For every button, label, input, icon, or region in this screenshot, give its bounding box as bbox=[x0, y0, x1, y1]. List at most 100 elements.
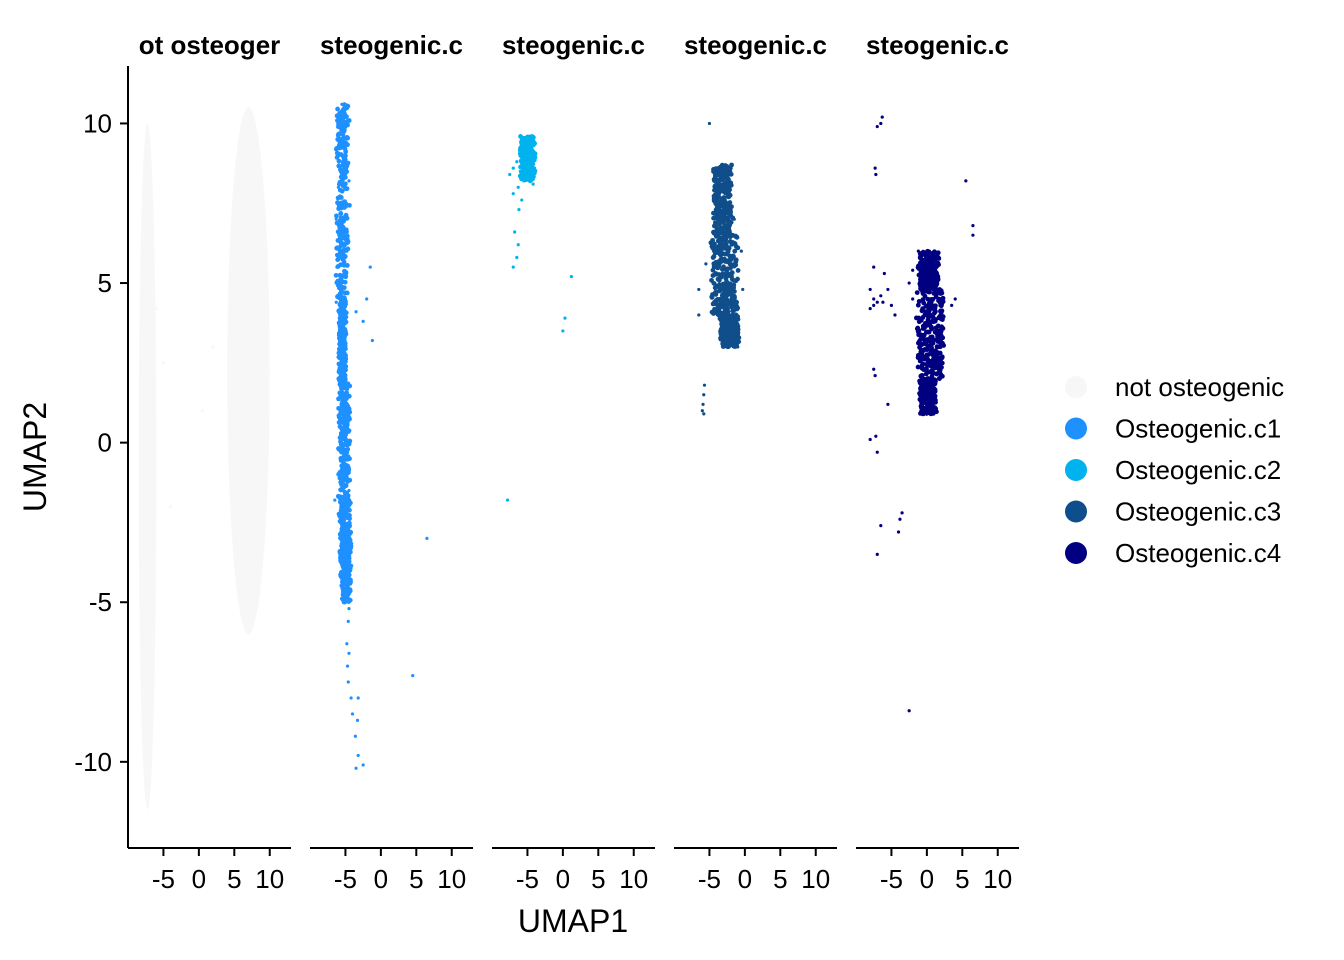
cluster-point bbox=[335, 200, 341, 206]
legend-swatch bbox=[1065, 459, 1087, 481]
cluster-point bbox=[934, 371, 940, 377]
cluster-point bbox=[714, 289, 719, 295]
data-point bbox=[875, 450, 879, 454]
data-point bbox=[736, 345, 740, 349]
cluster-point bbox=[713, 183, 718, 189]
legend-item: Osteogenic.c3 bbox=[1065, 497, 1281, 527]
cluster-point bbox=[528, 160, 534, 166]
cluster-point bbox=[730, 330, 736, 336]
data-point bbox=[875, 552, 879, 556]
data-point bbox=[338, 536, 342, 540]
cluster-point bbox=[938, 303, 944, 309]
cluster-point bbox=[334, 245, 340, 251]
cluster-point bbox=[924, 389, 929, 395]
cluster-point bbox=[730, 232, 736, 238]
data-point bbox=[707, 121, 712, 126]
cluster-point bbox=[710, 237, 716, 243]
data-point bbox=[702, 412, 706, 416]
cluster-point bbox=[337, 124, 343, 130]
cluster-point bbox=[920, 291, 926, 296]
cluster-point bbox=[935, 275, 941, 281]
cluster-point bbox=[341, 285, 347, 291]
cluster-point bbox=[937, 376, 942, 381]
cluster-point bbox=[930, 371, 935, 377]
x-tick-label: 5 bbox=[591, 864, 605, 894]
data-point bbox=[886, 402, 890, 406]
data-point bbox=[511, 166, 515, 170]
cluster-point bbox=[928, 305, 934, 311]
cluster-point bbox=[916, 299, 922, 304]
cluster-point bbox=[333, 272, 339, 278]
cluster-point bbox=[918, 349, 924, 355]
cluster-point bbox=[518, 133, 523, 139]
data-point bbox=[411, 674, 415, 678]
legend-item: Osteogenic.c2 bbox=[1065, 455, 1281, 485]
cluster-point bbox=[714, 205, 720, 211]
data-point bbox=[345, 249, 349, 253]
cluster-point bbox=[339, 389, 345, 395]
legend: not osteogenic Osteogenic.c1 Osteogenic.c2… bbox=[1065, 372, 1284, 568]
cluster-point bbox=[712, 215, 718, 220]
data-point bbox=[872, 265, 876, 269]
cluster-point bbox=[720, 256, 726, 262]
cluster-point bbox=[930, 411, 936, 416]
data-point bbox=[515, 255, 519, 260]
cluster-point bbox=[335, 195, 341, 201]
data-point bbox=[361, 319, 365, 323]
cluster-point bbox=[712, 192, 718, 198]
data-point bbox=[561, 329, 565, 333]
data-point bbox=[868, 437, 872, 442]
data-point bbox=[964, 179, 968, 183]
cluster-point bbox=[343, 203, 349, 209]
cluster-point bbox=[336, 350, 342, 356]
legend-swatch bbox=[1065, 417, 1087, 440]
cluster-point bbox=[531, 156, 537, 162]
cluster-point bbox=[725, 299, 731, 305]
cluster-point bbox=[725, 217, 731, 222]
cluster-point bbox=[735, 245, 741, 251]
cluster-point bbox=[532, 151, 538, 157]
data-point bbox=[347, 179, 351, 183]
data-point bbox=[161, 361, 166, 365]
data-point bbox=[872, 303, 876, 307]
data-point bbox=[893, 313, 897, 317]
cluster-point bbox=[340, 219, 346, 224]
cluster-point bbox=[931, 307, 937, 312]
legend-label: not osteogenic bbox=[1115, 372, 1284, 402]
cluster-point bbox=[723, 330, 729, 336]
cluster-point bbox=[934, 291, 939, 297]
legend-item: not osteogenic bbox=[1065, 372, 1284, 402]
cluster-point bbox=[726, 333, 732, 339]
cluster-point bbox=[722, 251, 728, 257]
data-point bbox=[339, 281, 343, 285]
cluster-point bbox=[726, 207, 732, 213]
data-point bbox=[697, 313, 701, 317]
cluster-point bbox=[719, 229, 725, 235]
data-point bbox=[741, 287, 745, 292]
cluster-point bbox=[338, 487, 344, 493]
data-point bbox=[868, 306, 872, 311]
cluster-point bbox=[335, 106, 340, 112]
data-point bbox=[347, 552, 351, 556]
cluster-point bbox=[520, 160, 526, 166]
cluster-point bbox=[338, 253, 344, 258]
cluster-point bbox=[347, 202, 352, 208]
facet-panel-2: steogenic.c -5 0 5 10 bbox=[310, 30, 473, 894]
data-point bbox=[713, 201, 717, 205]
cluster-point bbox=[938, 371, 943, 377]
cluster-point bbox=[709, 309, 715, 315]
cluster-point bbox=[716, 309, 721, 314]
cluster-point bbox=[719, 304, 725, 310]
cluster-point bbox=[713, 233, 719, 239]
data-point bbox=[342, 345, 346, 349]
data-point bbox=[732, 217, 736, 221]
cluster-point bbox=[931, 319, 936, 325]
cluster-point bbox=[915, 340, 921, 346]
cluster-point bbox=[340, 468, 346, 474]
cluster-point bbox=[725, 266, 731, 272]
cluster-point bbox=[342, 413, 348, 419]
cluster-point bbox=[341, 482, 346, 487]
data-point bbox=[729, 169, 733, 173]
cluster-point bbox=[922, 407, 927, 413]
